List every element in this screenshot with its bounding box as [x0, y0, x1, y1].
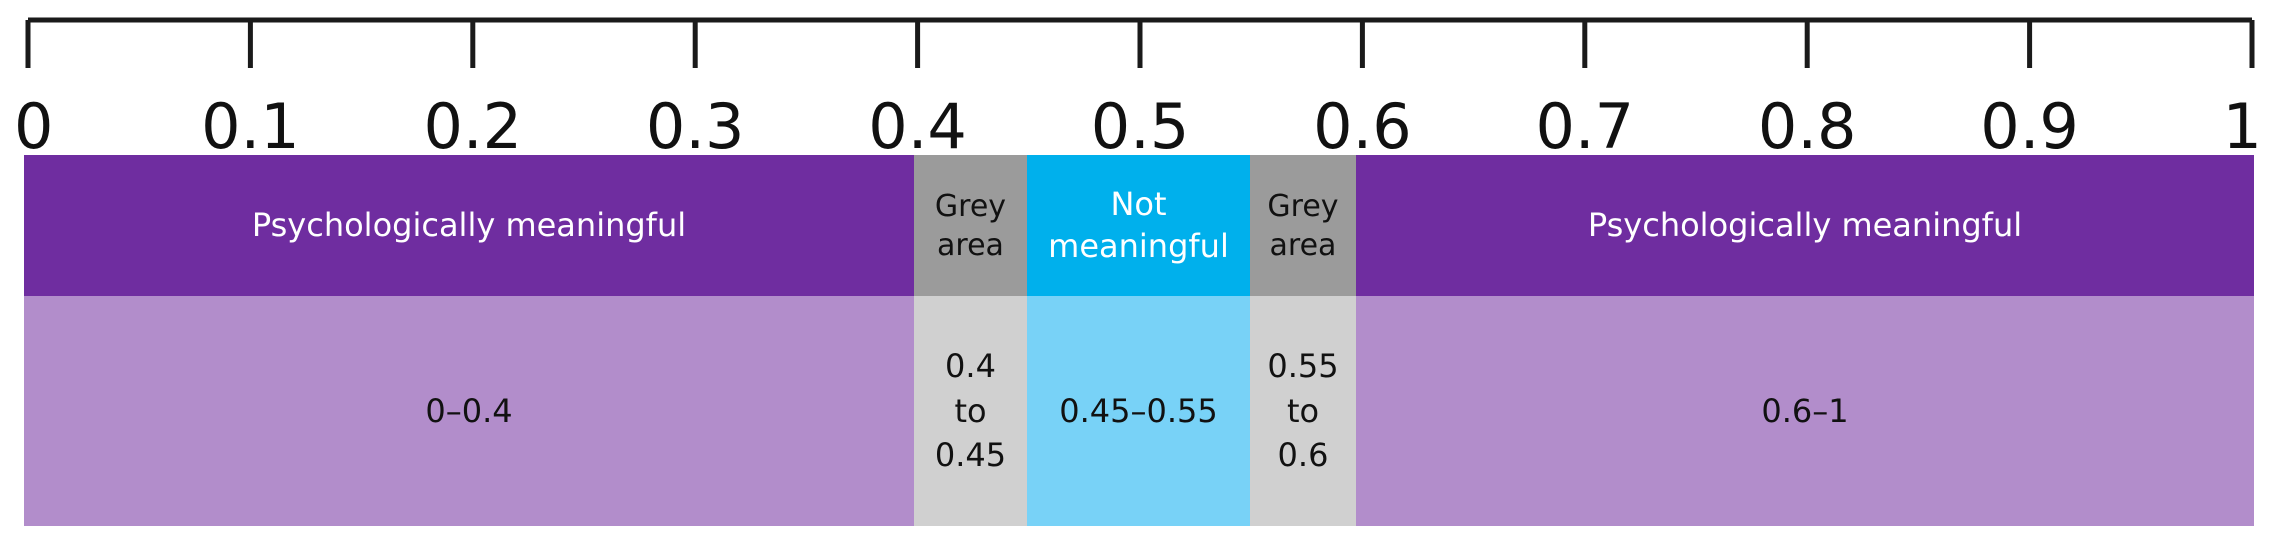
meaningful-header-right: Psychologically meaningful: [1356, 155, 2254, 296]
ruler-tick-label: 0.3: [646, 90, 745, 160]
grey-left-value-line2: to: [954, 391, 987, 430]
meaningful-header-left: Psychologically meaningful: [24, 155, 914, 296]
ruler-tick-label: 0.4: [868, 90, 967, 160]
grey-area-range-right: 0.55 to 0.6: [1250, 296, 1356, 526]
not-meaningful-range: 0.45–0.55: [1027, 296, 1250, 526]
ruler-tick-label: 1: [2223, 90, 2262, 160]
ruler-tick-label: 0.7: [1535, 90, 1634, 160]
ruler-tick-label: 0.5: [1091, 90, 1190, 160]
grey-area-label-left-line1: Grey: [934, 188, 1007, 224]
grey-area-label-right-line1: Grey: [1267, 188, 1339, 224]
ruler-tick-label: 0.2: [423, 90, 522, 160]
ruler-tick-label: 0.1: [201, 90, 300, 160]
meaningful-range-left: 0–0.4: [24, 296, 914, 526]
grey-area-header-left: Grey area: [914, 155, 1027, 296]
not-meaningful-label-line1: Not: [1110, 184, 1167, 223]
not-meaningful-header: Not meaningful: [1027, 155, 1250, 296]
meaningful-label-left: Psychologically meaningful: [251, 205, 687, 244]
range-value-left: 0–0.4: [425, 391, 513, 430]
range-value-center: 0.45–0.55: [1059, 391, 1218, 430]
grey-right-value-line1: 0.55: [1267, 346, 1339, 385]
grey-right-value-line3: 0.6: [1277, 436, 1329, 475]
grey-right-value-line2: to: [1286, 391, 1320, 430]
ruler-tick-label: 0.6: [1313, 90, 1412, 160]
grey-left-value-line3: 0.45: [934, 436, 1007, 475]
grey-area-label-right-line2: area: [1269, 227, 1337, 263]
ruler-tick-label: 0.9: [1980, 90, 2079, 160]
meaningful-range-right: 0.6–1: [1356, 296, 2254, 526]
grey-area-range-left: 0.4 to 0.45: [914, 296, 1027, 526]
ruler-tick-label: 0: [14, 90, 53, 160]
grey-area-header-right: Grey area: [1250, 155, 1356, 296]
scale-ruler: 0 0.1 0.2 0.3 0.4 0.5 0.6 0.7 0.8 0.9 1: [14, 17, 2262, 160]
range-value-right: 0.6–1: [1761, 391, 1849, 430]
meaningful-label-right: Psychologically meaningful: [1587, 205, 2023, 244]
ruler-tick-label: 0.8: [1758, 90, 1857, 160]
not-meaningful-label-line2: meaningful: [1048, 226, 1229, 265]
grey-left-value-line1: 0.4: [945, 346, 996, 385]
ruler-ticks: 0 0.1 0.2 0.3 0.4 0.5 0.6 0.7 0.8 0.9 1: [14, 20, 2262, 160]
grey-area-label-left-line2: area: [937, 227, 1004, 263]
